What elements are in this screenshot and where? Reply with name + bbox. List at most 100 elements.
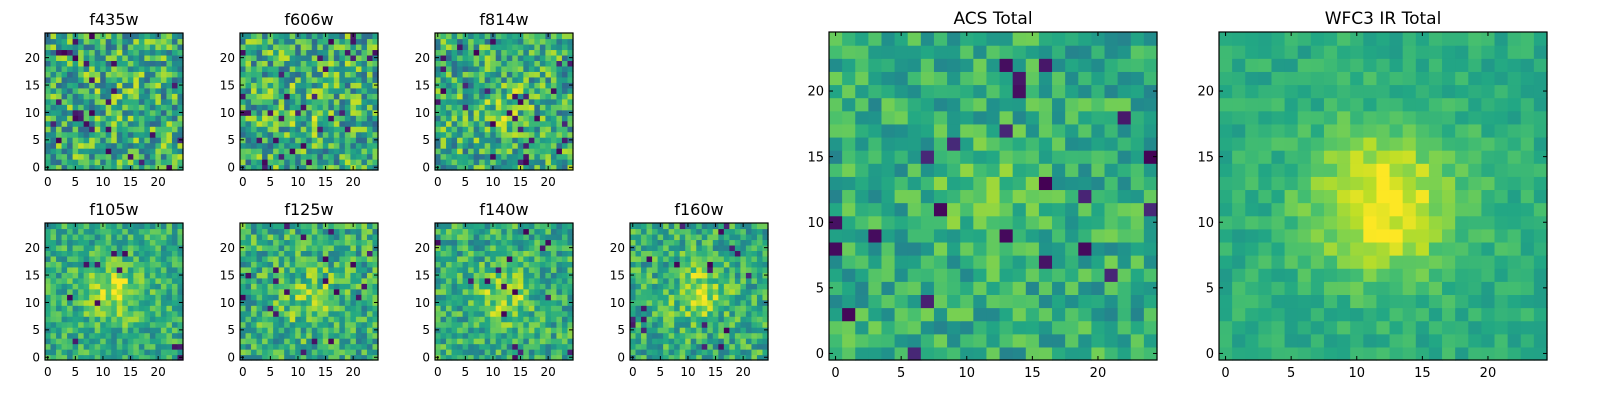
heatmap-cell — [89, 159, 96, 166]
heatmap-cell — [674, 332, 681, 339]
heatmap-cell — [545, 233, 552, 241]
heatmap-cell — [484, 153, 491, 160]
heatmap-cell — [685, 228, 692, 235]
heatmap-cell — [635, 255, 642, 262]
heatmap-cell — [490, 239, 497, 246]
heatmap-cell — [440, 131, 447, 138]
heatmap-cell — [446, 305, 453, 312]
heatmap-cell — [61, 244, 68, 251]
heatmap-cell — [328, 159, 335, 166]
heatmap-cell — [278, 120, 285, 127]
heatmap-cell — [457, 87, 464, 94]
heatmap-cell — [83, 261, 90, 268]
heatmap-cell — [171, 294, 179, 301]
heatmap-cell — [127, 98, 134, 105]
heatmap-cell — [267, 310, 274, 317]
heatmap-cell — [366, 98, 374, 105]
heatmap-cell — [166, 327, 173, 334]
heatmap-cell — [523, 299, 530, 306]
heatmap-cell — [523, 277, 530, 284]
heatmap-cell — [317, 277, 324, 284]
heatmap-cell — [1104, 202, 1119, 217]
heatmap-cell — [78, 137, 85, 144]
heatmap-cell — [267, 148, 274, 155]
heatmap-cell — [701, 327, 708, 334]
heatmap-cell — [479, 38, 486, 45]
heatmap-cell — [278, 115, 285, 122]
heatmap-cell — [457, 250, 464, 257]
heatmap-cell — [245, 76, 252, 83]
heatmap-cell — [457, 71, 464, 78]
heatmap-cell — [462, 228, 469, 235]
y-tick-label: 0 — [227, 351, 235, 365]
heatmap-cell — [105, 137, 112, 144]
heatmap-cell — [127, 54, 134, 61]
heatmap-cell — [674, 299, 681, 306]
heatmap-cell — [251, 332, 258, 339]
heatmap-cell — [740, 338, 747, 345]
heatmap-cell — [111, 115, 118, 122]
heatmap-cell — [484, 327, 491, 334]
heatmap-cell — [506, 261, 513, 268]
x-tick-label: 0 — [629, 365, 637, 379]
heatmap-cell — [311, 321, 318, 328]
heatmap-cell — [160, 76, 168, 83]
heatmap-cell — [328, 126, 335, 133]
heatmap-cell — [960, 241, 974, 256]
heatmap-cell — [534, 60, 541, 67]
heatmap-cell — [451, 43, 458, 51]
heatmap-cell — [267, 131, 274, 138]
heatmap-cell — [111, 266, 118, 273]
heatmap-cell — [160, 131, 168, 138]
heatmap-cell — [718, 354, 725, 361]
heatmap-cell — [556, 65, 563, 72]
heatmap-cell — [440, 332, 447, 339]
heatmap-cell — [155, 244, 162, 251]
heatmap-cell — [144, 272, 151, 279]
heatmap-cell — [646, 283, 653, 290]
heatmap-cell — [240, 338, 247, 345]
heatmap-cell — [734, 299, 741, 306]
heatmap-cell — [635, 338, 642, 345]
heatmap-cell — [484, 272, 491, 279]
heatmap-cell — [523, 321, 530, 328]
heatmap-cell — [138, 272, 145, 279]
heatmap-cell — [284, 316, 291, 323]
heatmap-cell — [1104, 228, 1119, 243]
heatmap-cell — [539, 60, 546, 67]
heatmap-cell — [355, 71, 363, 78]
heatmap-cell — [116, 87, 123, 94]
heatmap-cell — [273, 299, 280, 306]
heatmap-cell — [355, 104, 363, 111]
heatmap-cell — [94, 294, 101, 301]
heatmap-cell — [707, 288, 714, 295]
heatmap-cell — [1130, 281, 1145, 295]
heatmap-cell — [116, 349, 123, 356]
heatmap-cell — [745, 266, 753, 273]
heatmap-cell — [517, 104, 524, 111]
heatmap-cell — [539, 104, 546, 111]
heatmap-cell — [267, 115, 274, 122]
heatmap-cell — [317, 109, 324, 116]
heatmap-cell — [78, 33, 85, 40]
heatmap-cell — [701, 272, 708, 279]
heatmap-cell — [127, 250, 134, 257]
heatmap-cell — [479, 321, 486, 328]
heatmap-cell — [300, 233, 307, 241]
heatmap-cell — [251, 126, 258, 133]
heatmap-cell — [451, 65, 458, 72]
heatmap-cell — [45, 349, 52, 356]
heatmap-cell — [641, 223, 648, 230]
heatmap-cell — [751, 266, 758, 273]
heatmap-cell — [333, 71, 340, 78]
heatmap-cell — [1012, 163, 1027, 177]
heatmap-cell — [490, 104, 497, 111]
heatmap-cell — [61, 76, 68, 83]
heatmap-cell — [127, 93, 134, 100]
heatmap-cell — [462, 283, 469, 290]
heatmap-cell — [149, 354, 156, 361]
heatmap-cell — [339, 272, 346, 279]
heatmap-cell — [468, 299, 475, 306]
heatmap-cell — [100, 38, 107, 45]
